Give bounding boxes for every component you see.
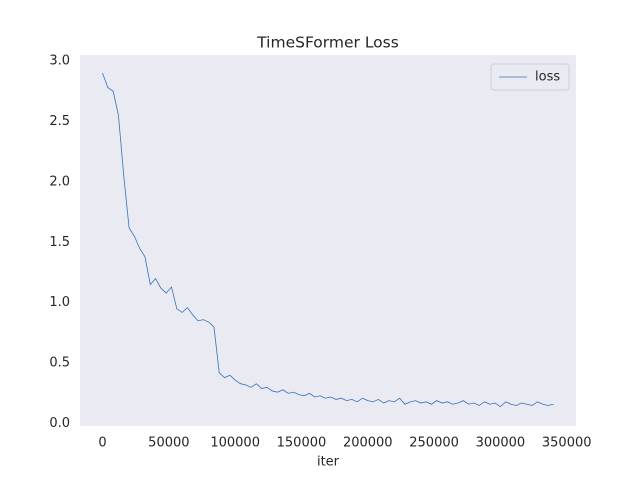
x-tick-label: 150000 bbox=[277, 436, 327, 451]
x-tick-label: 250000 bbox=[409, 436, 459, 451]
x-tick-label: 50000 bbox=[148, 436, 189, 451]
x-tick-label: 200000 bbox=[343, 436, 393, 451]
x-tick-label: 300000 bbox=[476, 436, 526, 451]
x-axis-label: iter bbox=[317, 455, 340, 470]
y-tick-label: 1.0 bbox=[49, 295, 70, 310]
y-tick-label: 2.5 bbox=[49, 114, 70, 129]
y-tick-label: 3.0 bbox=[49, 54, 70, 69]
chart-title: TimeSFormer Loss bbox=[256, 34, 399, 52]
legend-box bbox=[490, 63, 570, 91]
x-tick-label: 0 bbox=[98, 436, 106, 451]
x-tick-label: 350000 bbox=[542, 436, 592, 451]
x-tick-label: 100000 bbox=[210, 436, 260, 451]
plot-area bbox=[80, 55, 576, 426]
y-tick-label: 0.0 bbox=[49, 416, 70, 431]
y-tick-label: 0.5 bbox=[49, 356, 70, 371]
y-tick-label: 2.0 bbox=[49, 174, 70, 189]
legend-label: loss bbox=[535, 70, 560, 85]
y-tick-label: 1.5 bbox=[49, 235, 70, 250]
loss-line bbox=[102, 72, 554, 408]
